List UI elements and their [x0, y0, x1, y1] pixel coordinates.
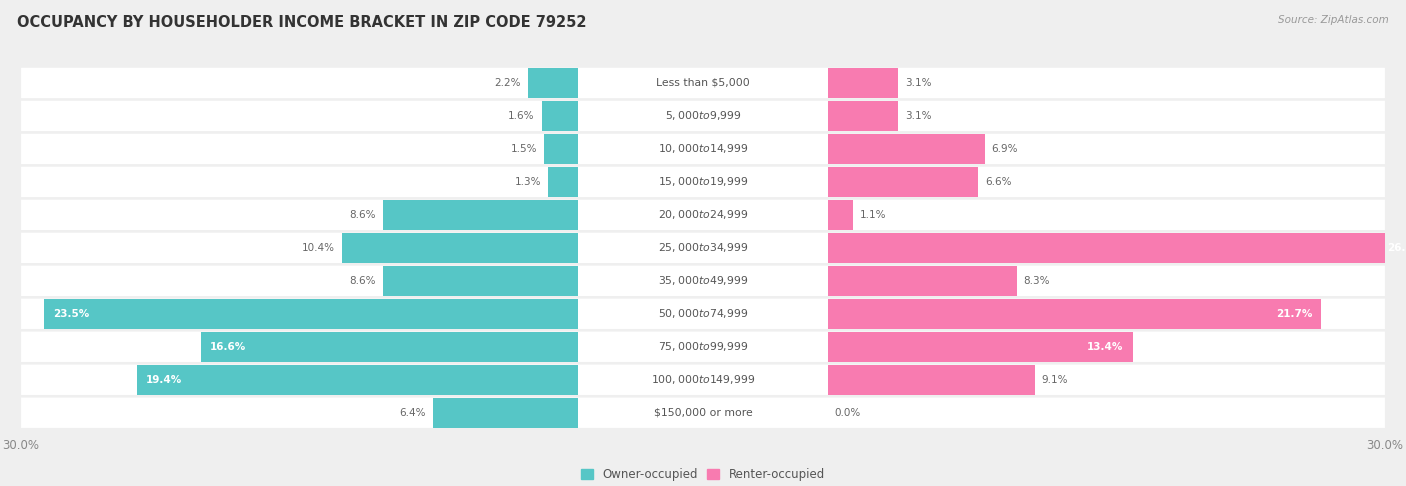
- Bar: [548, 167, 578, 197]
- Text: 6.9%: 6.9%: [991, 144, 1018, 154]
- FancyBboxPatch shape: [21, 398, 1385, 428]
- Text: 8.6%: 8.6%: [349, 276, 375, 286]
- Text: 1.5%: 1.5%: [510, 144, 537, 154]
- FancyBboxPatch shape: [21, 364, 1385, 395]
- Text: 6.4%: 6.4%: [399, 408, 426, 418]
- Text: 0.0%: 0.0%: [835, 408, 860, 418]
- Text: $10,000 to $14,999: $10,000 to $14,999: [658, 142, 748, 156]
- Text: 1.1%: 1.1%: [860, 210, 886, 220]
- Bar: [44, 298, 578, 329]
- Text: 9.1%: 9.1%: [1042, 375, 1069, 385]
- Bar: [828, 266, 1017, 296]
- Text: 3.1%: 3.1%: [905, 111, 932, 121]
- Text: $35,000 to $49,999: $35,000 to $49,999: [658, 274, 748, 287]
- Bar: [529, 68, 578, 98]
- FancyBboxPatch shape: [21, 167, 1385, 197]
- Bar: [828, 233, 1406, 263]
- Bar: [828, 134, 984, 164]
- Text: $150,000 or more: $150,000 or more: [654, 408, 752, 418]
- Text: 3.1%: 3.1%: [905, 78, 932, 88]
- Bar: [828, 68, 898, 98]
- Text: 10.4%: 10.4%: [302, 243, 335, 253]
- Bar: [828, 200, 853, 230]
- Bar: [828, 364, 1035, 395]
- Text: 1.6%: 1.6%: [509, 111, 534, 121]
- Text: 21.7%: 21.7%: [1275, 309, 1312, 319]
- FancyBboxPatch shape: [21, 200, 1385, 230]
- Text: $15,000 to $19,999: $15,000 to $19,999: [658, 175, 748, 189]
- Text: 8.3%: 8.3%: [1024, 276, 1050, 286]
- Bar: [433, 398, 578, 428]
- Text: $5,000 to $9,999: $5,000 to $9,999: [665, 109, 741, 122]
- FancyBboxPatch shape: [21, 101, 1385, 131]
- Bar: [342, 233, 578, 263]
- FancyBboxPatch shape: [21, 68, 1385, 98]
- Bar: [136, 364, 578, 395]
- Text: Source: ZipAtlas.com: Source: ZipAtlas.com: [1278, 15, 1389, 25]
- FancyBboxPatch shape: [21, 134, 1385, 164]
- Text: $75,000 to $99,999: $75,000 to $99,999: [658, 340, 748, 353]
- FancyBboxPatch shape: [21, 298, 1385, 329]
- Text: 8.6%: 8.6%: [349, 210, 375, 220]
- Text: $50,000 to $74,999: $50,000 to $74,999: [658, 307, 748, 320]
- Bar: [828, 331, 1133, 362]
- Text: 26.6%: 26.6%: [1388, 243, 1406, 253]
- Bar: [828, 298, 1322, 329]
- FancyBboxPatch shape: [21, 331, 1385, 362]
- Text: 2.2%: 2.2%: [495, 78, 522, 88]
- Text: 1.3%: 1.3%: [515, 177, 541, 187]
- Legend: Owner-occupied, Renter-occupied: Owner-occupied, Renter-occupied: [576, 463, 830, 486]
- Bar: [382, 266, 578, 296]
- Text: 19.4%: 19.4%: [146, 375, 183, 385]
- Text: 6.6%: 6.6%: [984, 177, 1011, 187]
- Bar: [382, 200, 578, 230]
- Text: $20,000 to $24,999: $20,000 to $24,999: [658, 208, 748, 222]
- Bar: [828, 167, 979, 197]
- Bar: [828, 101, 898, 131]
- Bar: [201, 331, 578, 362]
- FancyBboxPatch shape: [21, 266, 1385, 296]
- Text: $25,000 to $34,999: $25,000 to $34,999: [658, 242, 748, 254]
- Text: $100,000 to $149,999: $100,000 to $149,999: [651, 373, 755, 386]
- Text: Less than $5,000: Less than $5,000: [657, 78, 749, 88]
- Text: 16.6%: 16.6%: [209, 342, 246, 352]
- Text: OCCUPANCY BY HOUSEHOLDER INCOME BRACKET IN ZIP CODE 79252: OCCUPANCY BY HOUSEHOLDER INCOME BRACKET …: [17, 15, 586, 30]
- Bar: [541, 101, 578, 131]
- Text: 23.5%: 23.5%: [53, 309, 89, 319]
- Bar: [544, 134, 578, 164]
- FancyBboxPatch shape: [21, 233, 1385, 263]
- Text: 13.4%: 13.4%: [1087, 342, 1123, 352]
